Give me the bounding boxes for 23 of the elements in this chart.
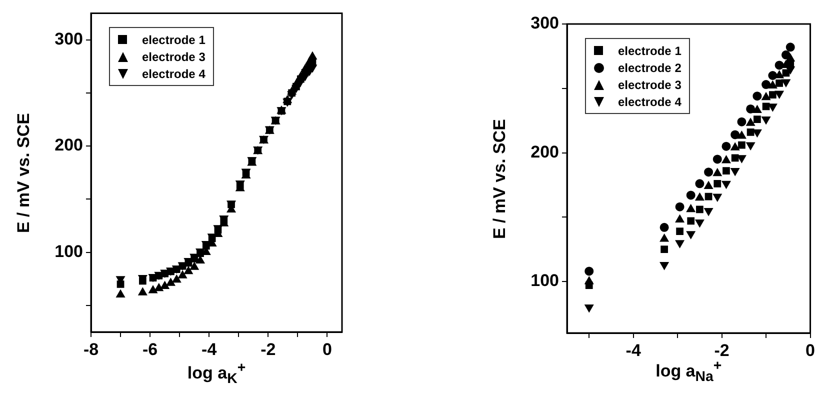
legend-label: electrode 1 — [618, 44, 682, 58]
y-tick-label: 200 — [530, 142, 559, 162]
x-tick-label: -4 — [202, 340, 218, 359]
legend-label: electrode 4 — [618, 94, 682, 108]
x-tick-label: -6 — [142, 340, 158, 359]
legend-label: electrode 1 — [142, 32, 206, 47]
legend-label: electrode 3 — [618, 78, 682, 92]
y-tick-label: 100 — [530, 271, 559, 290]
y-axis-title: E / mV vs. SCE — [14, 112, 34, 233]
y-tick-label: 100 — [54, 242, 83, 261]
x-tick-label: -4 — [626, 340, 642, 360]
x-tick-label: 0 — [806, 340, 816, 360]
y-tick-label: 200 — [54, 136, 83, 155]
legend-label: electrode 4 — [142, 66, 206, 81]
y-axis-title: E / mV vs. SCE — [490, 118, 510, 238]
x-tick-label: -8 — [83, 340, 99, 359]
x-tick-label: -2 — [260, 340, 276, 359]
legend-label: electrode 2 — [618, 60, 682, 74]
x-tick-label: 0 — [322, 340, 332, 359]
y-tick-label: 300 — [530, 14, 559, 33]
legend-label: electrode 3 — [142, 50, 206, 64]
x-tick-label: -2 — [714, 340, 730, 360]
y-tick-label: 300 — [54, 29, 83, 48]
